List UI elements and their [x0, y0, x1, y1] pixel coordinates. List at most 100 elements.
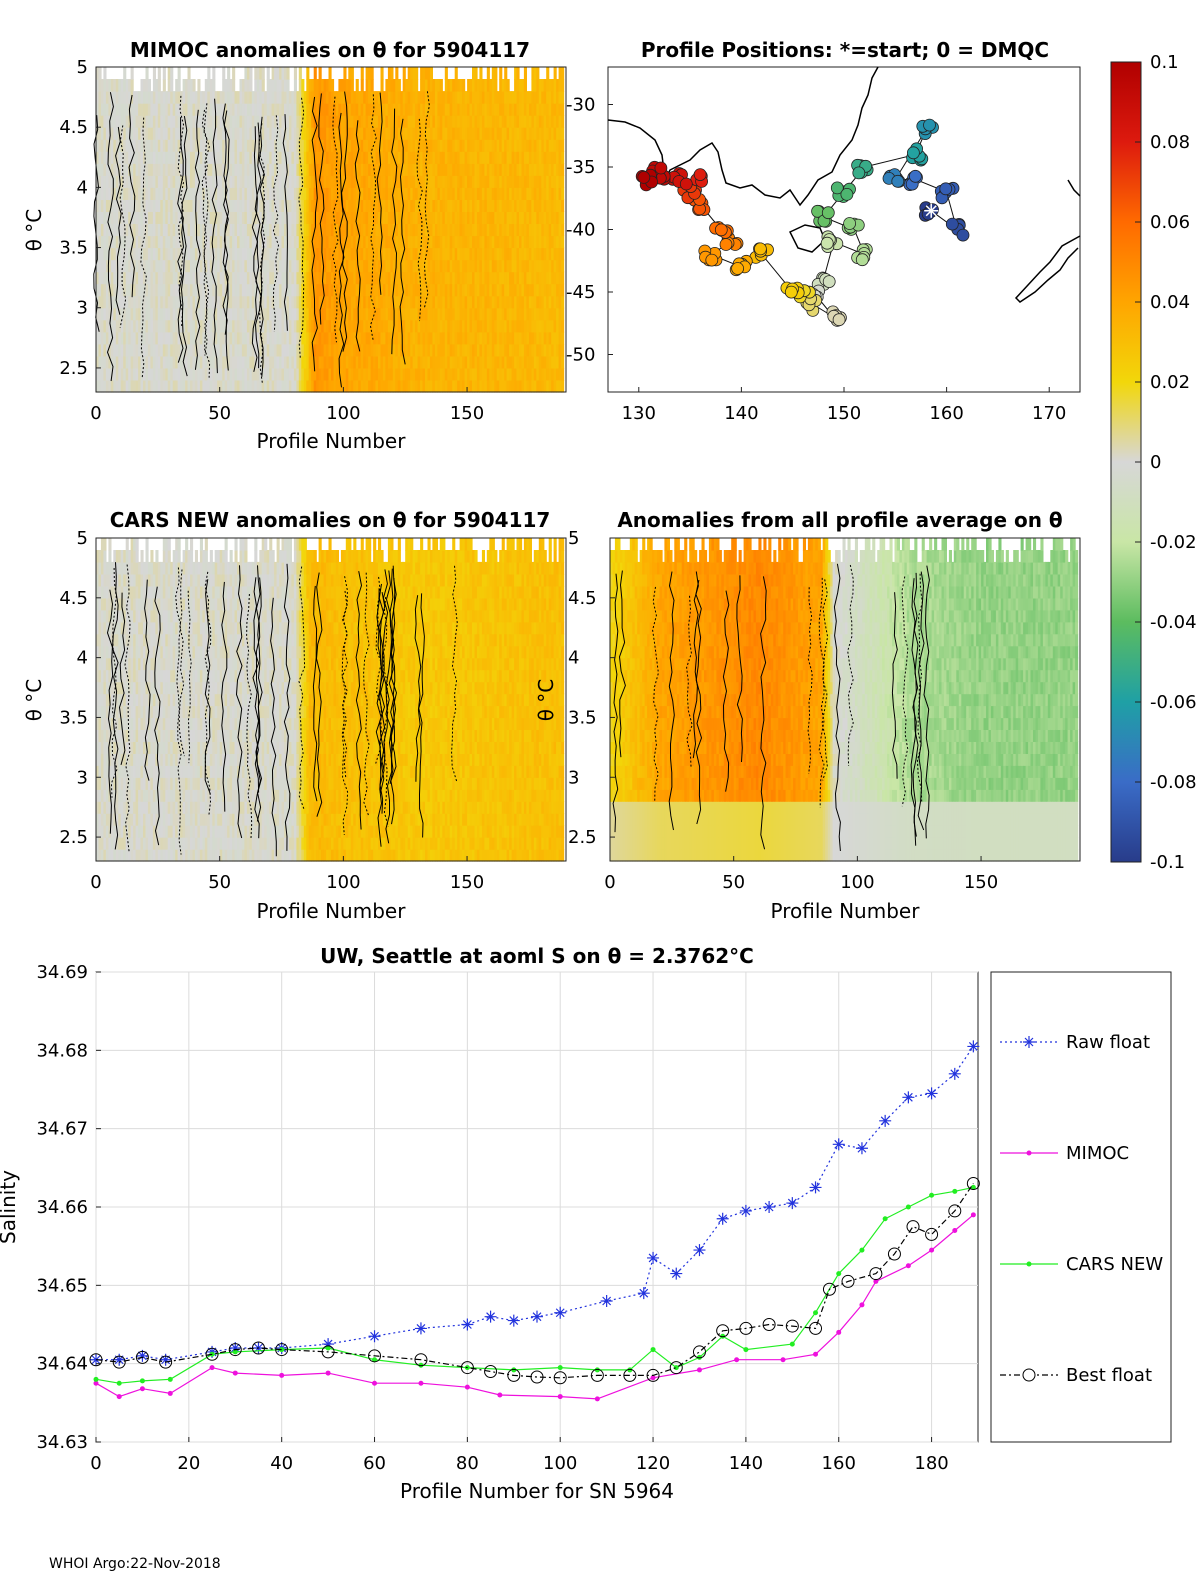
heatmap-cell — [150, 235, 154, 249]
heatmap-cell — [118, 91, 122, 104]
heatmap-cell — [422, 199, 426, 212]
heatmap-cell — [375, 163, 379, 176]
heatmap-cell — [234, 127, 238, 140]
heatmap-cell — [276, 247, 280, 261]
heatmap-cell — [155, 307, 159, 321]
heatmap-cell — [437, 115, 441, 128]
heatmap-cell — [167, 295, 171, 309]
heatmap-cell — [175, 247, 179, 261]
heatmap-cell — [444, 79, 448, 92]
heatmap-cell — [145, 175, 149, 188]
heatmap-cell — [415, 235, 419, 249]
heatmap-cell — [269, 380, 273, 393]
heatmap-cell — [331, 367, 335, 381]
heatmap-cell — [212, 103, 216, 116]
heatmap-cell — [197, 355, 201, 369]
heatmap-cell — [266, 187, 270, 200]
heatmap-cell — [516, 67, 520, 80]
heatmap-cell — [145, 127, 149, 140]
heatmap-cell — [165, 235, 169, 249]
heatmap-cell — [207, 331, 211, 345]
heatmap-cell — [279, 331, 283, 345]
heatmap-cell — [147, 295, 151, 309]
heatmap-cell — [417, 259, 421, 273]
heatmap-cell — [192, 163, 196, 176]
heatmap-cell — [167, 271, 171, 285]
heatmap-cell — [271, 367, 275, 381]
heatmap-cell — [335, 127, 339, 140]
heatmap-cell — [128, 331, 132, 345]
heatmap-cell — [378, 115, 382, 128]
heatmap-cell — [420, 127, 424, 140]
heatmap-cell — [157, 283, 161, 297]
heatmap-cell — [256, 127, 260, 140]
heatmap-cell — [279, 380, 283, 393]
heatmap-cell — [138, 271, 142, 285]
heatmap-cell — [343, 211, 347, 224]
heatmap-cell — [120, 103, 124, 116]
heatmap-cell — [160, 115, 164, 128]
heatmap-cell — [432, 115, 436, 128]
heatmap-cell — [160, 283, 164, 297]
heatmap-cell — [135, 380, 139, 393]
heatmap-cell — [217, 283, 221, 297]
heatmap-cell — [249, 91, 253, 104]
heatmap-cell — [239, 235, 243, 249]
heatmap-cell — [120, 367, 124, 381]
heatmap-cell — [373, 139, 377, 152]
heatmap-cell — [100, 367, 104, 381]
heatmap-cell — [405, 151, 409, 164]
heatmap-cell — [321, 343, 325, 357]
heatmap-cell — [303, 271, 307, 285]
heatmap-cell — [335, 319, 339, 333]
heatmap-cell — [274, 319, 278, 333]
heatmap-cell — [118, 331, 122, 345]
heatmap-cell — [385, 175, 389, 188]
heatmap-cell — [355, 259, 359, 273]
heatmap-cell — [331, 211, 335, 224]
heatmap-cell — [373, 355, 377, 369]
heatmap-cell — [274, 235, 278, 249]
heatmap-cell — [123, 115, 127, 128]
heatmap-cell — [108, 235, 112, 249]
heatmap-cell — [167, 307, 171, 321]
heatmap-cell — [187, 380, 191, 393]
heatmap-cell — [100, 380, 104, 393]
heatmap-cell — [182, 127, 186, 140]
heatmap-cell — [298, 367, 302, 381]
heatmap-cell — [333, 127, 337, 140]
heatmap-cell — [279, 211, 283, 224]
heatmap-cell — [395, 151, 399, 164]
heatmap-cell — [284, 295, 288, 309]
heatmap-cell — [190, 235, 194, 249]
heatmap-cell — [326, 355, 330, 369]
heatmap-cell — [140, 235, 144, 249]
heatmap-cell — [340, 163, 344, 176]
heatmap-cell — [276, 79, 280, 92]
heatmap-cell — [345, 235, 349, 249]
heatmap-cell — [234, 247, 238, 261]
heatmap-cell — [212, 259, 216, 273]
heatmap-cell — [323, 331, 327, 345]
heatmap-cell — [343, 235, 347, 249]
heatmap-cell — [177, 271, 181, 285]
heatmap-cell — [444, 235, 448, 249]
heatmap-cell — [387, 295, 391, 309]
heatmap-cell — [162, 115, 166, 128]
heatmap-cell — [96, 380, 100, 393]
heatmap-cell — [373, 151, 377, 164]
heatmap-cell — [259, 163, 263, 176]
heatmap-cell — [241, 211, 245, 224]
heatmap-cell — [397, 295, 401, 309]
heatmap-cell — [249, 67, 253, 80]
heatmap-cell — [165, 103, 169, 116]
heatmap-cell — [417, 319, 421, 333]
heatmap-cell — [157, 271, 161, 285]
heatmap-cell — [412, 211, 416, 224]
heatmap-cell — [454, 67, 458, 80]
heatmap-cell — [130, 79, 134, 92]
heatmap-cell — [432, 211, 436, 224]
heatmap-cell — [187, 127, 191, 140]
heatmap-cell — [429, 247, 433, 261]
heatmap-cell — [291, 187, 295, 200]
